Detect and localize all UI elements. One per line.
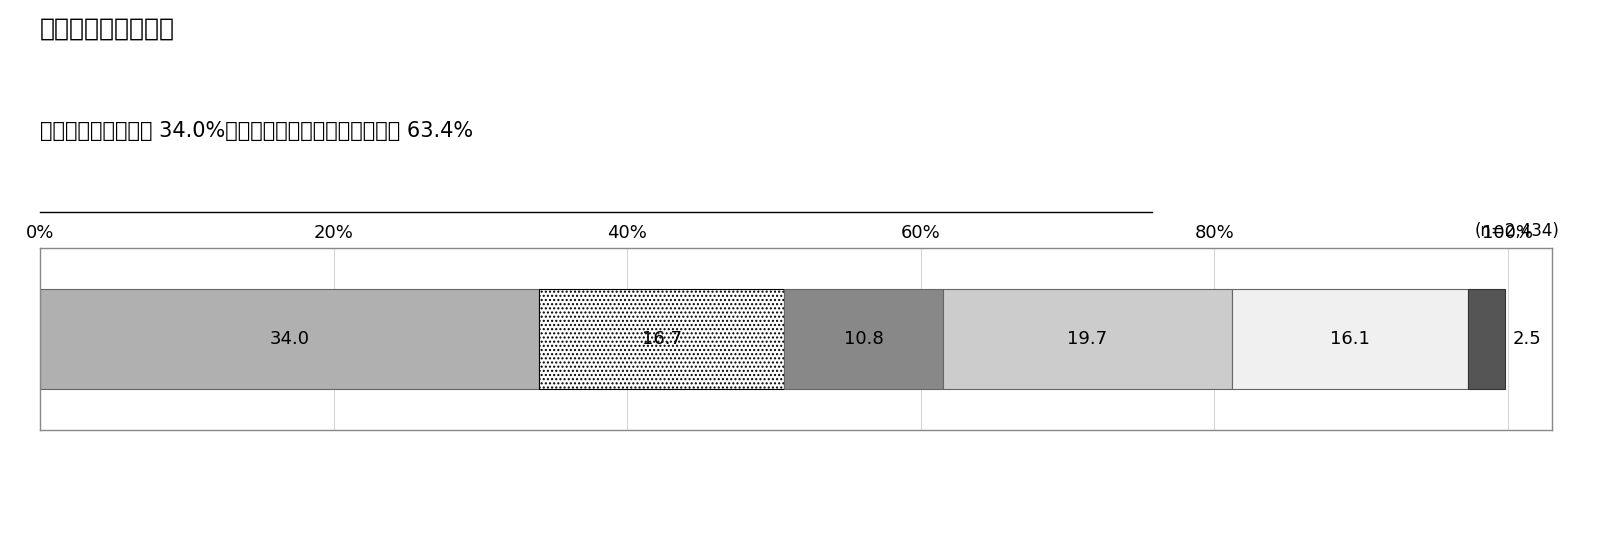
Text: 10.8: 10.8	[843, 330, 883, 348]
Text: 19.7: 19.7	[1067, 330, 1107, 348]
Bar	[539, 289, 784, 389]
Text: これまでの訪都回数: これまでの訪都回数	[40, 17, 174, 41]
Bar	[1469, 289, 1506, 389]
Text: 2.5: 2.5	[1512, 330, 1541, 348]
Text: 34.0: 34.0	[269, 330, 309, 348]
Bar	[784, 289, 942, 389]
Text: 16.1: 16.1	[1330, 330, 1370, 348]
Bar	[1232, 289, 1469, 389]
Text: (n=2,434): (n=2,434)	[1475, 222, 1560, 240]
Text: １回目（初めて）が 34.0%、２回目以上（リピーター）が 63.4%: １回目（初めて）が 34.0%、２回目以上（リピーター）が 63.4%	[40, 121, 474, 141]
Bar	[40, 289, 539, 389]
Bar	[942, 289, 1232, 389]
Text: 16.7: 16.7	[642, 330, 682, 348]
